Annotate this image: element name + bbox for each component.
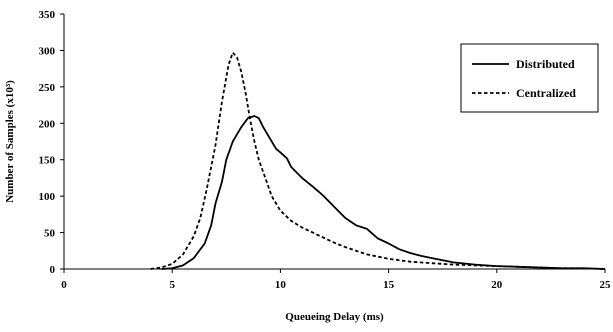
y-tick-label: 200: [39, 118, 56, 130]
x-tick-label: 25: [600, 279, 612, 291]
series-group: [150, 51, 606, 270]
y-tick-label: 0: [50, 264, 56, 276]
y-tick-label: 100: [39, 191, 56, 203]
y-tick-label: 50: [44, 228, 56, 240]
x-tick-label: 15: [383, 279, 395, 291]
legend-label-centralized: Centralized: [516, 86, 576, 100]
legend-label-distributed: Distributed: [516, 57, 575, 71]
x-tick-label: 10: [275, 279, 287, 291]
axes-group: [63, 14, 605, 270]
x-axis-title: Queueing Delay (ms): [285, 311, 384, 323]
y-tick-label: 250: [39, 82, 56, 94]
x-tick-label: 20: [491, 279, 503, 291]
x-tick-label: 0: [61, 279, 67, 291]
series-line-distributed: [161, 115, 606, 270]
x-tick-label: 5: [169, 279, 175, 291]
y-axis-title: Number of Samples (x10³): [4, 80, 16, 203]
y-tick-label: 350: [39, 9, 56, 21]
y-tick-label: 150: [39, 155, 56, 167]
legend: Distributed Centralized: [460, 43, 599, 113]
legend-box: [460, 43, 599, 113]
y-tick-label: 300: [39, 45, 56, 57]
series-line-centralized: [150, 51, 606, 270]
